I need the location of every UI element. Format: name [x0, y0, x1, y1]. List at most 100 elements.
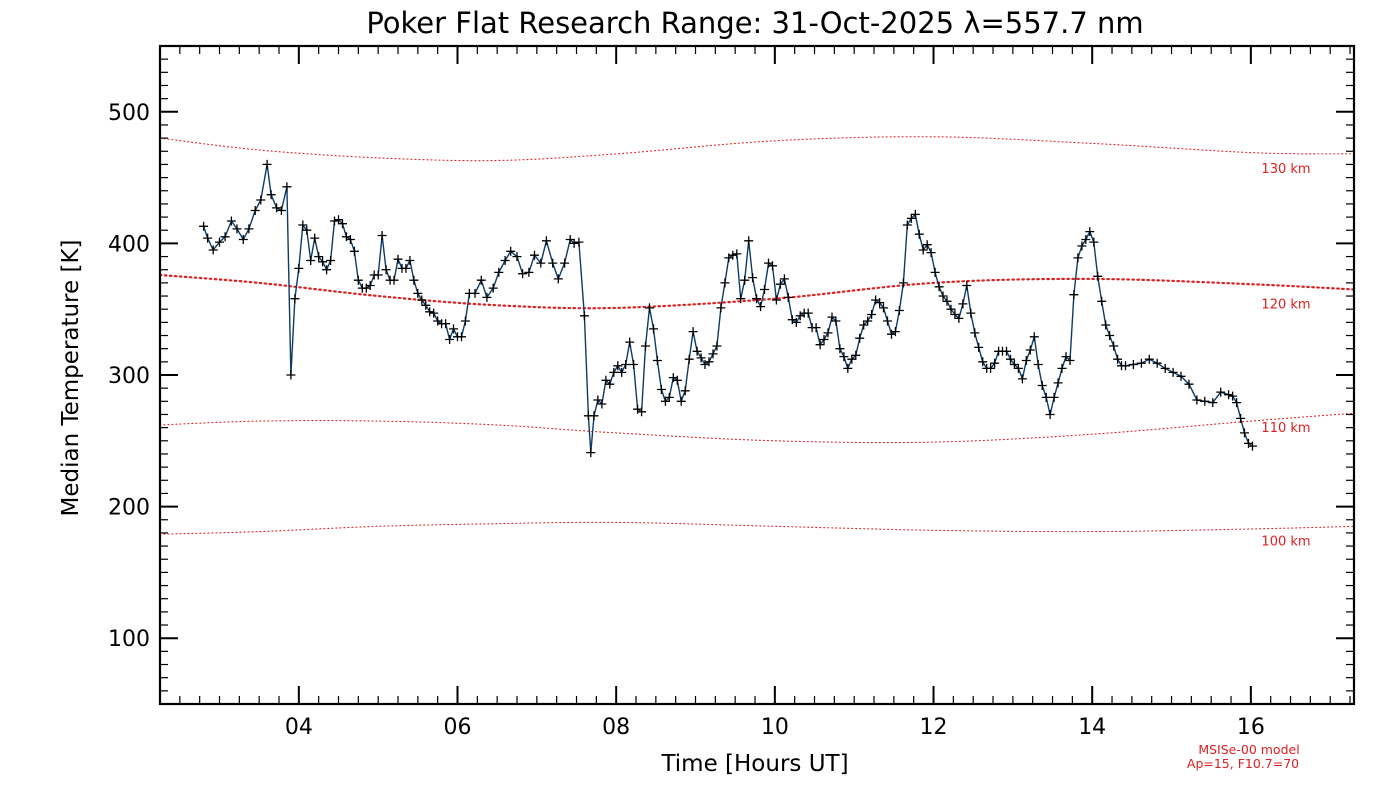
data-point	[704, 357, 714, 367]
data-point	[835, 344, 845, 354]
data-point	[617, 367, 627, 377]
series-line	[202, 163, 1253, 454]
data-point	[760, 285, 769, 294]
data-point	[744, 236, 754, 246]
data-point	[574, 237, 584, 247]
data-point	[470, 288, 480, 298]
data-point	[986, 363, 996, 373]
data-point	[1248, 441, 1257, 451]
data-point	[1105, 331, 1115, 340]
data-point	[1057, 363, 1067, 373]
data-point	[215, 237, 224, 247]
data-point	[1041, 392, 1051, 402]
x-tick-label: 06	[444, 715, 472, 740]
data-point	[641, 341, 650, 351]
data-point	[1037, 381, 1047, 390]
data-point	[208, 245, 218, 255]
data-point	[672, 375, 682, 385]
model-line-120-km	[158, 273, 1356, 310]
data-point	[1113, 354, 1123, 364]
data-point	[1152, 358, 1162, 368]
data-point	[586, 448, 596, 458]
data-point	[349, 246, 359, 256]
data-point	[541, 236, 551, 246]
data-point	[740, 275, 750, 285]
data-point	[512, 252, 522, 262]
y-tick-label: 200	[108, 496, 150, 521]
data-point	[803, 308, 813, 318]
data-point	[1184, 379, 1194, 389]
data-point	[226, 216, 236, 226]
data-point	[696, 353, 706, 363]
data-point	[637, 407, 647, 417]
model-line-label: 110 km	[1261, 421, 1310, 436]
data-point	[425, 307, 435, 317]
data-point	[950, 310, 960, 319]
data-point	[1053, 378, 1063, 388]
data-point	[421, 300, 431, 310]
data-point	[286, 370, 296, 380]
data-point	[1192, 395, 1202, 405]
data-point	[656, 385, 666, 394]
data-point	[1144, 354, 1154, 364]
data-point	[530, 250, 539, 260]
data-point	[445, 335, 455, 344]
data-point	[272, 203, 282, 213]
data-point	[664, 392, 674, 402]
model-line-label: 130 km	[1261, 162, 1310, 177]
data-point	[1085, 227, 1095, 237]
data-point	[867, 310, 877, 319]
data-point	[1013, 363, 1023, 373]
y-axis-label: Median Temperature [K]	[58, 240, 84, 517]
data-point	[1121, 361, 1130, 371]
data-point	[1021, 356, 1031, 365]
y-tick-label: 400	[108, 232, 150, 257]
data-point	[894, 306, 904, 315]
data-point	[883, 316, 892, 326]
data-point	[1128, 360, 1138, 369]
data-point	[1232, 398, 1242, 408]
data-point	[748, 273, 758, 283]
data-point	[597, 399, 607, 409]
data-point	[954, 313, 964, 323]
data-point	[990, 358, 1000, 368]
data-point	[353, 275, 363, 285]
data-point	[1089, 237, 1099, 247]
data-point	[1025, 345, 1035, 355]
data-point	[851, 350, 861, 360]
data-point	[688, 327, 698, 337]
data-point	[1168, 367, 1178, 377]
data-point	[855, 333, 865, 343]
model-line-label: 120 km	[1261, 297, 1310, 312]
data-point	[199, 221, 209, 231]
data-point	[819, 335, 829, 344]
data-point	[1065, 356, 1075, 365]
data-point	[266, 190, 276, 200]
data-point	[1009, 360, 1019, 369]
data-point	[906, 213, 916, 223]
data-point	[676, 396, 686, 406]
data-point	[1228, 391, 1238, 401]
data-point	[1176, 371, 1186, 381]
data-point	[203, 233, 213, 243]
data-point	[613, 361, 623, 371]
plot-frame	[158, 44, 1356, 706]
data-point	[958, 299, 968, 309]
data-point	[684, 354, 694, 364]
data-point	[926, 248, 936, 258]
data-point	[500, 256, 510, 265]
data-point	[1101, 320, 1111, 330]
data-point	[910, 209, 920, 219]
data-point	[1236, 413, 1246, 423]
data-point	[1136, 358, 1146, 368]
data-point	[548, 258, 558, 268]
data-point	[524, 267, 534, 277]
x-tick-label: 12	[920, 715, 948, 740]
x-axis-label: Time [Hours UT]	[660, 751, 848, 777]
data-point	[560, 258, 570, 268]
data-point	[839, 352, 849, 362]
data-point	[863, 316, 873, 326]
data-point	[1224, 390, 1234, 400]
chart-title: Poker Flat Research Range: 31-Oct-2025 λ…	[366, 6, 1143, 40]
data-point	[276, 206, 286, 215]
